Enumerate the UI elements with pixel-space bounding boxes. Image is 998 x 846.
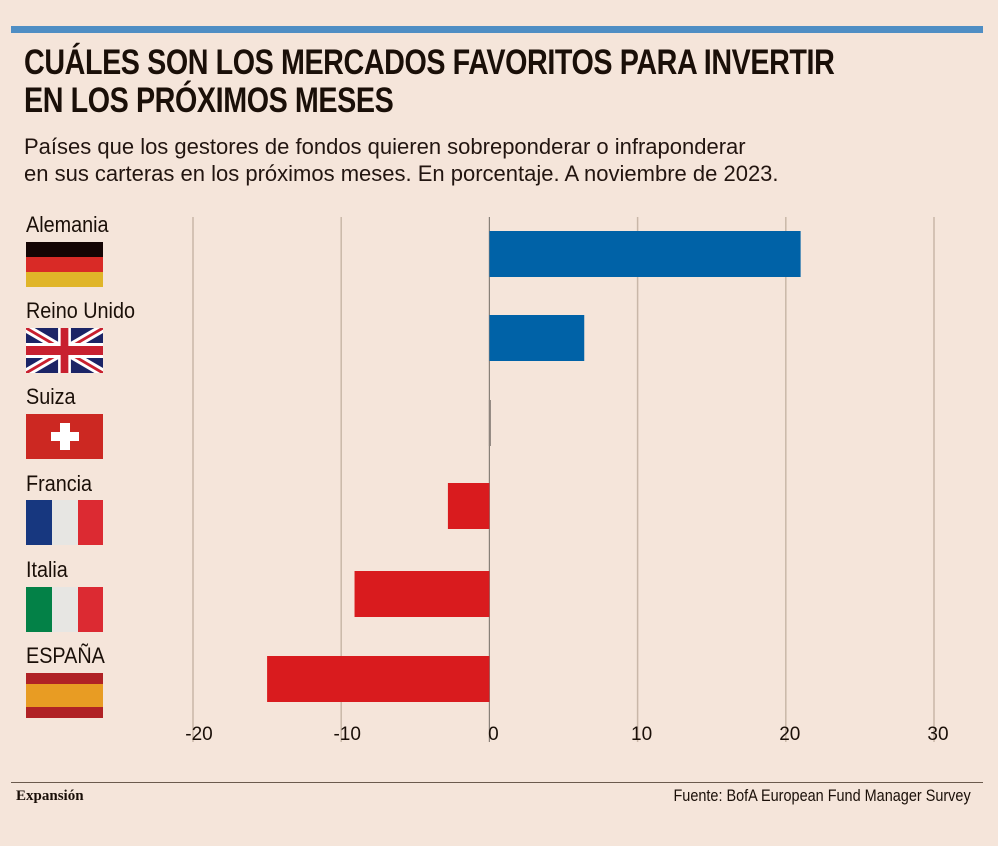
x-tick-label: 30 xyxy=(927,724,948,745)
source-note: Fuente: BofA European Fund Manager Surve… xyxy=(673,786,971,805)
x-tick-label: 0 xyxy=(488,724,499,745)
x-tick-label: -20 xyxy=(185,724,212,745)
chart-subtitle: Países que los gestores de fondos quiere… xyxy=(24,133,779,187)
switzerland-flag-icon xyxy=(26,414,103,459)
bar-francia xyxy=(447,483,490,529)
country-label: Suiza xyxy=(26,384,76,409)
spain-flag-icon xyxy=(26,673,103,718)
bar-italia xyxy=(354,571,490,617)
country-label: Alemania xyxy=(26,212,109,237)
title-line-1: CUÁLES SON LOS MERCADOS FAVORITOS PARA I… xyxy=(24,43,835,82)
x-tick-label: 20 xyxy=(779,724,800,745)
title-line-2: EN LOS PRÓXIMOS MESES xyxy=(24,81,394,120)
brand-logo: Expansión xyxy=(16,788,84,804)
country-label: Francia xyxy=(26,471,93,496)
x-tick-label: -10 xyxy=(333,724,360,745)
footer-divider xyxy=(11,782,983,783)
uk-flag-icon xyxy=(26,328,103,373)
bar-españa xyxy=(267,656,490,702)
subtitle-line-2: en sus carteras en los próximos meses. E… xyxy=(24,161,779,186)
bar-alemania xyxy=(489,231,801,277)
france-flag-icon xyxy=(26,500,103,545)
chart-title: CUÁLES SON LOS MERCADOS FAVORITOS PARA I… xyxy=(24,43,835,120)
italy-flag-icon xyxy=(26,587,103,632)
bar-suiza xyxy=(488,400,491,446)
germany-flag-icon xyxy=(26,242,103,287)
country-label: ESPAÑA xyxy=(26,643,105,668)
x-tick-label: 10 xyxy=(631,724,652,745)
subtitle-line-1: Países que los gestores de fondos quiere… xyxy=(24,134,746,159)
top-accent-bar xyxy=(11,26,983,33)
country-label: Reino Unido xyxy=(26,298,135,323)
country-label: Italia xyxy=(26,557,68,582)
bar-reino-unido xyxy=(489,315,585,361)
